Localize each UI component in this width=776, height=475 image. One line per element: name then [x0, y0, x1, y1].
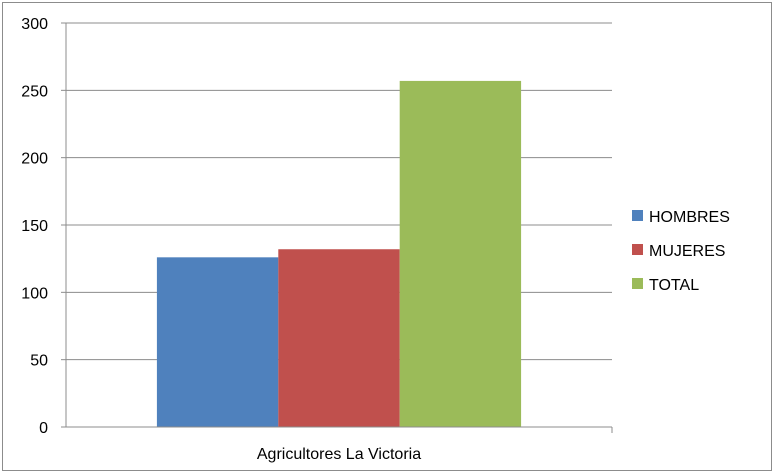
- x-category-label: Agricultores La Victoria: [257, 446, 421, 463]
- legend-swatch-mujeres: [632, 244, 643, 255]
- y-tick-label: 150: [21, 218, 48, 235]
- bar-chart: 0 50 100 150 200 250 300 Agricultores La Victo…: [21, 16, 730, 463]
- legend-swatch-total: [632, 278, 643, 289]
- legend-label-hombres: HOMBRES: [649, 209, 730, 226]
- legend-label-total: TOTAL: [649, 277, 699, 294]
- y-tick-labels: 0 50 100 150 200 250 300: [21, 16, 48, 437]
- bar-total: [399, 80, 522, 427]
- legend: HOMBRES MUJERES TOTAL: [632, 209, 730, 294]
- y-tick-label: 200: [21, 151, 48, 168]
- chart-frame: 0 50 100 150 200 250 300 Agricultores La Victo…: [2, 2, 772, 471]
- y-tick-label: 100: [21, 285, 48, 302]
- x-category-labels: Agricultores La Victoria: [257, 446, 421, 463]
- bar-hombres: [156, 257, 279, 427]
- legend-swatch-hombres: [632, 210, 643, 221]
- y-tick-label: 300: [21, 16, 48, 33]
- y-tick-label: 250: [21, 83, 48, 100]
- axes: [61, 22, 613, 433]
- bar-mujeres: [278, 249, 400, 427]
- y-tick-label: 50: [30, 353, 48, 370]
- bars: [156, 80, 522, 427]
- y-tick-label: 0: [39, 420, 48, 437]
- legend-label-mujeres: MUJERES: [649, 243, 725, 260]
